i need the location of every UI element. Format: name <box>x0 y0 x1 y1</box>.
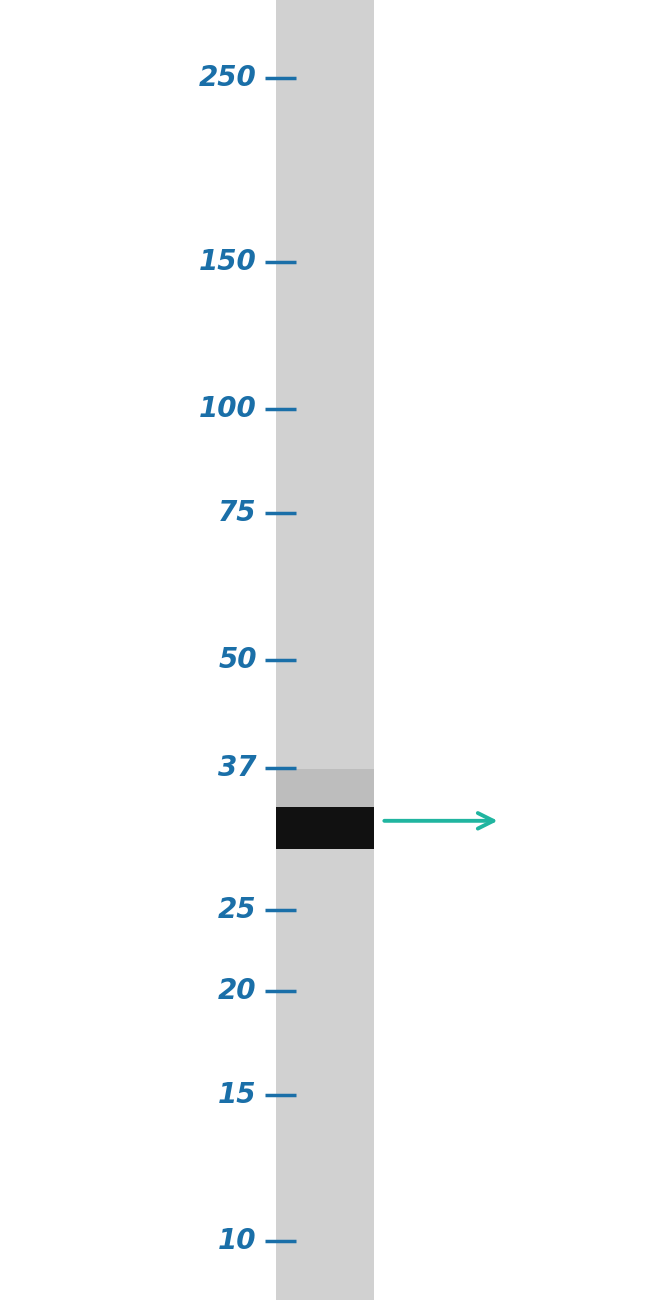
Text: 50: 50 <box>218 646 257 673</box>
Text: 20: 20 <box>218 976 257 1005</box>
Text: 250: 250 <box>199 64 257 92</box>
Text: 75: 75 <box>218 499 257 526</box>
Text: 10: 10 <box>218 1227 257 1256</box>
Text: 15: 15 <box>218 1080 257 1109</box>
Text: 100: 100 <box>199 395 257 422</box>
Text: 150: 150 <box>199 248 257 277</box>
Bar <box>276 770 374 806</box>
Bar <box>276 0 374 1300</box>
Text: 25: 25 <box>218 896 257 924</box>
Bar <box>276 806 374 849</box>
Text: 37: 37 <box>218 754 257 783</box>
